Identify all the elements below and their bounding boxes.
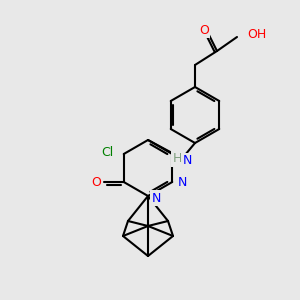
Text: O: O xyxy=(91,176,101,188)
Text: N: N xyxy=(178,176,187,188)
Text: N: N xyxy=(182,154,192,167)
Text: Cl: Cl xyxy=(102,146,114,158)
Text: O: O xyxy=(199,23,209,37)
Text: OH: OH xyxy=(247,28,266,41)
Text: H: H xyxy=(172,152,182,166)
Text: N: N xyxy=(151,191,161,205)
